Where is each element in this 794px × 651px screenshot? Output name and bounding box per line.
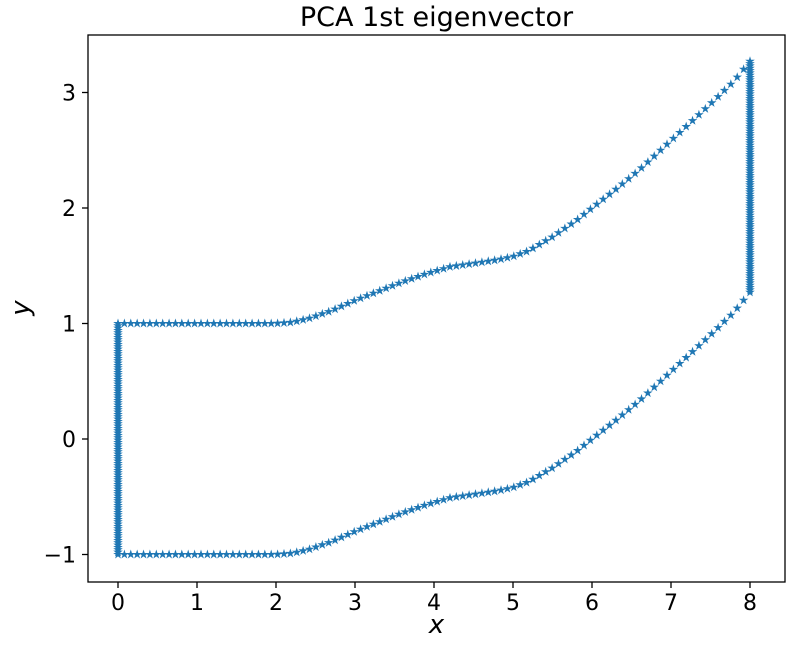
y-tick-label: 1: [62, 313, 76, 338]
x-tick-label: 7: [664, 591, 678, 616]
x-tick-label: 4: [427, 591, 441, 616]
y-axis-label: y: [6, 300, 36, 316]
x-tick-label: 5: [506, 591, 520, 616]
x-tick-label: 1: [190, 591, 204, 616]
x-tick-label: 0: [111, 591, 125, 616]
y-tick-label: 0: [62, 428, 76, 453]
x-tick-label: 6: [585, 591, 599, 616]
x-axis-ticks: 0 1 2 3 4 5 6 7 8: [111, 582, 757, 616]
x-tick-label: 3: [348, 591, 362, 616]
y-tick-label: −1: [44, 544, 76, 569]
chart-title: PCA 1st eigenvector: [299, 2, 574, 33]
x-tick-label: 8: [743, 591, 757, 616]
y-axis-ticks: −1 0 1 2 3: [44, 82, 88, 569]
y-tick-label: 3: [62, 82, 76, 107]
data-points: [113, 56, 755, 559]
y-tick-label: 2: [62, 197, 76, 222]
x-axis-label: x: [428, 610, 445, 640]
axes-frame: [87, 34, 786, 583]
x-tick-label: 2: [269, 591, 283, 616]
